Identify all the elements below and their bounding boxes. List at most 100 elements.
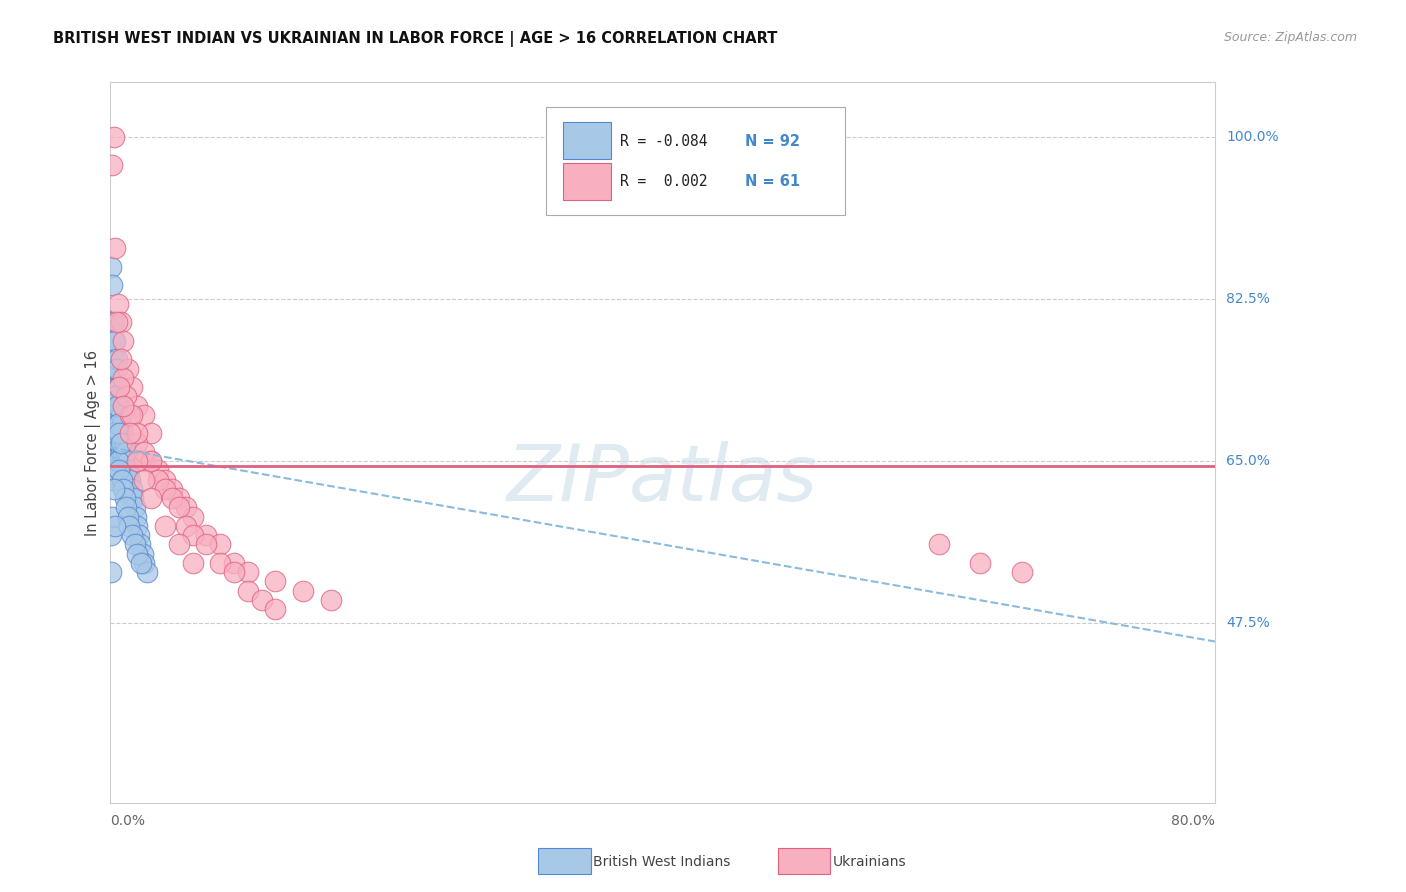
Text: 82.5%: 82.5% — [1226, 293, 1270, 306]
Point — [132, 547, 155, 561]
Point — [111, 435, 134, 450]
Point — [124, 537, 146, 551]
Point — [134, 454, 156, 468]
Point — [115, 445, 138, 459]
Point — [101, 278, 124, 293]
Point — [181, 556, 204, 570]
Point — [128, 528, 150, 542]
Point — [127, 399, 149, 413]
Point — [110, 352, 132, 367]
Point — [100, 343, 122, 358]
Point — [112, 371, 135, 385]
FancyBboxPatch shape — [547, 107, 845, 215]
Point — [104, 473, 127, 487]
Point — [174, 519, 197, 533]
Point — [115, 500, 138, 515]
Point — [112, 463, 135, 477]
Point — [101, 509, 124, 524]
Point — [105, 315, 128, 329]
Point — [108, 399, 131, 413]
Point — [105, 361, 128, 376]
Point — [1011, 565, 1033, 579]
Text: 65.0%: 65.0% — [1226, 454, 1270, 468]
Text: Source: ZipAtlas.com: Source: ZipAtlas.com — [1223, 31, 1357, 45]
Point — [174, 500, 197, 515]
Point — [111, 454, 134, 468]
Point — [129, 537, 152, 551]
Point — [292, 583, 315, 598]
Text: N = 61: N = 61 — [745, 174, 800, 189]
Point — [104, 408, 127, 422]
Point — [122, 491, 145, 505]
Point — [104, 361, 127, 376]
Text: N = 92: N = 92 — [745, 134, 800, 149]
Point — [114, 435, 136, 450]
Text: R = -0.084: R = -0.084 — [620, 134, 707, 149]
Point — [153, 482, 176, 496]
Point — [100, 260, 122, 274]
Point — [105, 380, 128, 394]
Point — [112, 334, 135, 348]
Point — [100, 565, 122, 579]
Point — [120, 426, 142, 441]
Point — [104, 389, 127, 403]
Point — [928, 537, 950, 551]
Point — [101, 473, 124, 487]
Point — [100, 389, 122, 403]
Point — [153, 473, 176, 487]
Point — [103, 389, 125, 403]
Point — [181, 509, 204, 524]
Point — [139, 454, 162, 468]
Point — [139, 491, 162, 505]
Point — [181, 528, 204, 542]
Point — [120, 491, 142, 505]
Point — [107, 297, 129, 311]
Point — [110, 445, 132, 459]
Point — [167, 500, 190, 515]
Point — [195, 537, 218, 551]
Point — [139, 426, 162, 441]
Point — [108, 454, 131, 468]
Point — [103, 315, 125, 329]
Point — [131, 556, 153, 570]
Point — [110, 315, 132, 329]
Point — [105, 445, 128, 459]
Point — [120, 408, 142, 422]
Point — [209, 556, 232, 570]
Point — [115, 389, 138, 403]
Point — [139, 454, 162, 468]
Point — [146, 473, 169, 487]
Text: 47.5%: 47.5% — [1226, 616, 1270, 630]
Point — [107, 417, 129, 431]
Point — [121, 408, 143, 422]
Point — [121, 528, 143, 542]
Point — [319, 593, 342, 607]
Text: British West Indians: British West Indians — [593, 855, 731, 869]
Text: 80.0%: 80.0% — [1171, 814, 1215, 829]
Point — [110, 435, 132, 450]
Point — [112, 426, 135, 441]
Point — [134, 556, 156, 570]
Point — [104, 426, 127, 441]
Point — [127, 426, 149, 441]
Point — [101, 343, 124, 358]
Point — [969, 556, 991, 570]
Text: 0.0%: 0.0% — [110, 814, 145, 829]
Point — [160, 491, 183, 505]
Point — [236, 565, 259, 579]
Point — [117, 361, 139, 376]
Point — [108, 426, 131, 441]
Point — [103, 463, 125, 477]
Point — [125, 509, 148, 524]
Point — [222, 556, 245, 570]
Point — [209, 537, 232, 551]
Point — [104, 334, 127, 348]
Point — [103, 445, 125, 459]
Point — [103, 426, 125, 441]
Point — [127, 435, 149, 450]
Point — [153, 519, 176, 533]
Point — [236, 583, 259, 598]
Point — [195, 528, 218, 542]
Point — [127, 454, 149, 468]
Y-axis label: In Labor Force | Age > 16: In Labor Force | Age > 16 — [86, 350, 101, 535]
